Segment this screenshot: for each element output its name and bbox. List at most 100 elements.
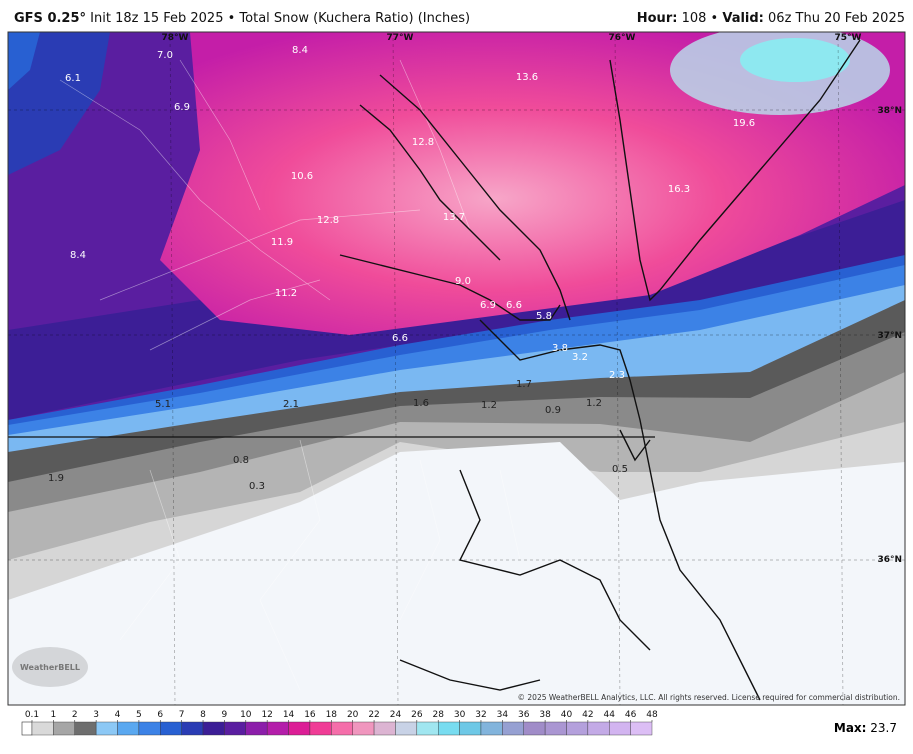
snow-total-label: 5.1 [155,399,171,410]
colorbar-tick-label: 48 [646,710,658,720]
snow-field [160,32,905,335]
colorbar-swatch [352,721,375,736]
colorbar-tick-label: 26 [411,710,423,720]
coastline [339,39,861,701]
colorbar-tick-label: 1 [51,710,57,720]
colorbar-swatch [331,721,353,736]
longitude-line [392,32,399,705]
snow-total-label: 12.8 [317,215,339,226]
snow-total-label: 1.7 [516,379,532,390]
snow-total-label: 3.8 [552,343,568,354]
colorbar-swatch [224,721,246,736]
colorbar-tick-label: 2 [72,710,78,720]
snow-field [8,32,110,175]
bands [8,255,905,705]
colorbar-swatch [544,721,567,736]
colorbar-tick-label: 44 [604,710,616,720]
colorbar-tick-label: 20 [347,710,359,720]
colorbar-swatch [587,721,610,736]
colorbar-tick-label: 12 [261,710,272,720]
colorbar-swatch [138,721,161,736]
colorbar-tick-label: 4 [115,710,121,720]
colorbar-swatch [53,721,75,736]
colorbar-tick-label: 18 [326,710,338,720]
county-lines [59,59,521,691]
snow-total-label: 9.0 [455,276,471,287]
max-value: 23.7 [870,721,897,735]
colorbar-tick-label: 34 [497,710,509,720]
colorbar-tick-label: 46 [625,710,637,720]
snow-band [8,442,905,705]
hour: 108 • [682,11,719,26]
colorbar-swatch [373,721,396,736]
colorbar-swatch [74,721,97,736]
colorbar-swatch [160,721,182,736]
longitude-line [614,32,621,705]
snow-total-label: 1.2 [586,398,602,409]
latitude-label: 38°N [877,106,902,116]
colorbar-tick-label: 9 [222,710,228,720]
snow-total-label: 0.8 [233,455,249,466]
colorbar-tick-label: 6 [157,710,163,720]
max-label: Max: [834,721,867,735]
snow-total-label: 6.1 [65,73,81,84]
snow-total-label: 2.3 [609,370,625,381]
snow-field [8,200,905,420]
colorbar-swatch [181,721,204,736]
snow-total-label: 0.9 [545,405,561,416]
map-frame [7,31,906,706]
colorbar-swatch [95,721,118,736]
snow-total-label: 10.6 [291,171,313,182]
colorbar-swatch [438,721,460,736]
hour-label: Hour: [637,11,678,26]
colorbar-tick-label: 3 [93,710,99,720]
snow-total-label: 11.2 [275,288,297,299]
title: Init 18z 15 Feb 2025 • Total Snow (Kuche… [90,11,470,26]
snow-total-label: 6.6 [392,333,408,344]
colorbar-tick-label: 10 [240,710,252,720]
colorbar-swatch [202,721,225,736]
snow-total-label: 11.9 [271,237,293,248]
longitude-label: 78°W [162,33,189,43]
model: GFS 0.25° [14,11,86,26]
snow-total-label: 3.2 [572,352,588,363]
longitude-line [837,32,844,705]
snow-total-label: 13.6 [516,72,538,83]
snow-field [740,38,850,82]
colorbar-tick-label: 0.1 [25,710,39,720]
colorbar-tick-label: 38 [539,710,551,720]
snow-total-label: 8.4 [70,250,86,261]
colorbar-swatch-empty [21,721,33,736]
colorbar-swatch [459,721,482,736]
header-left: GFS 0.25° Init 18z 15 Feb 2025 • Total S… [14,11,470,26]
snow-total-label: 6.9 [480,300,496,311]
snow-total-label: 13.7 [443,212,465,223]
longitude-label: 77°W [387,33,414,43]
map-labels: 7.0 8.4 6.1 6.9 13.6 12.8 19.6 10.6 16.3 12.8 13.7… [48,33,902,565]
colorbar-swatch [630,721,653,736]
snow-total-label: 16.3 [668,184,690,195]
snow-total-label: 1.9 [48,473,64,484]
colorbar-tick-label: 36 [518,710,530,720]
header-right: Hour: 108 • Valid: 06z Thu 20 Feb 2025 [637,11,905,26]
logo-badge [12,647,88,687]
colorbar-tick-label: 8 [200,710,206,720]
snow-total-label: 1.6 [413,398,429,409]
snow-total-label: 6.9 [174,102,190,113]
colorbar-tick-label: 30 [454,710,466,720]
snow-total-label: 8.4 [292,45,308,56]
colorbar-swatch [309,721,332,736]
latitude-label: 36°N [877,555,902,565]
snow-total-label: 19.6 [733,118,755,129]
colorbar-swatch [117,721,140,736]
colorbar-tick-label: 7 [179,710,185,720]
colorbar-swatch [480,721,503,736]
snow-total-label: 6.6 [506,300,522,311]
snow-total-label: 1.2 [481,400,497,411]
colorbar-tick-label: 22 [368,710,379,720]
colorbar-swatch [245,721,268,736]
colorbar-swatch [566,721,589,736]
colorbar-swatch [609,721,631,736]
colorbar-tick-label: 32 [475,710,486,720]
